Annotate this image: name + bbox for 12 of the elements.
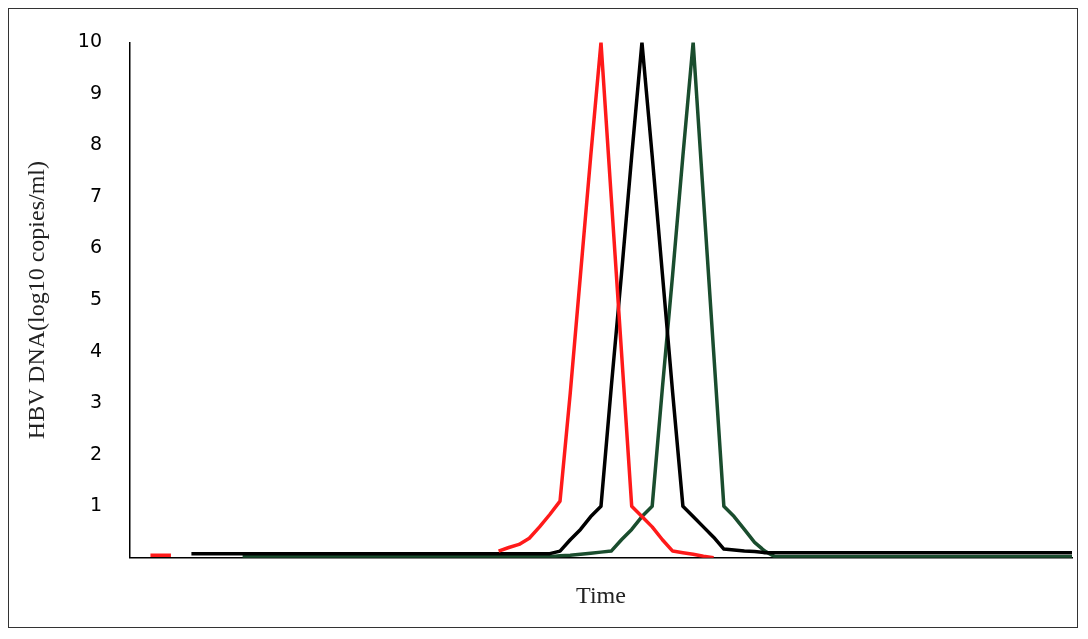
y-tick-label: 3 [89,390,102,413]
y-tick-label: 9 [89,80,102,103]
y-tick-label: 10 [77,29,102,52]
y-tick-label: 4 [89,338,102,361]
y-tick-label: 8 [89,132,102,155]
y-tick-label: 7 [89,183,102,206]
y-axis-title: HBV DNA(log10 copies/ml) [22,161,49,440]
y-tick-label: 2 [89,441,102,464]
x-axis-title: Time [576,581,626,608]
y-tick-label: 5 [89,287,102,310]
y-tick-label: 1 [89,493,102,516]
y-tick-label: 6 [89,235,102,258]
